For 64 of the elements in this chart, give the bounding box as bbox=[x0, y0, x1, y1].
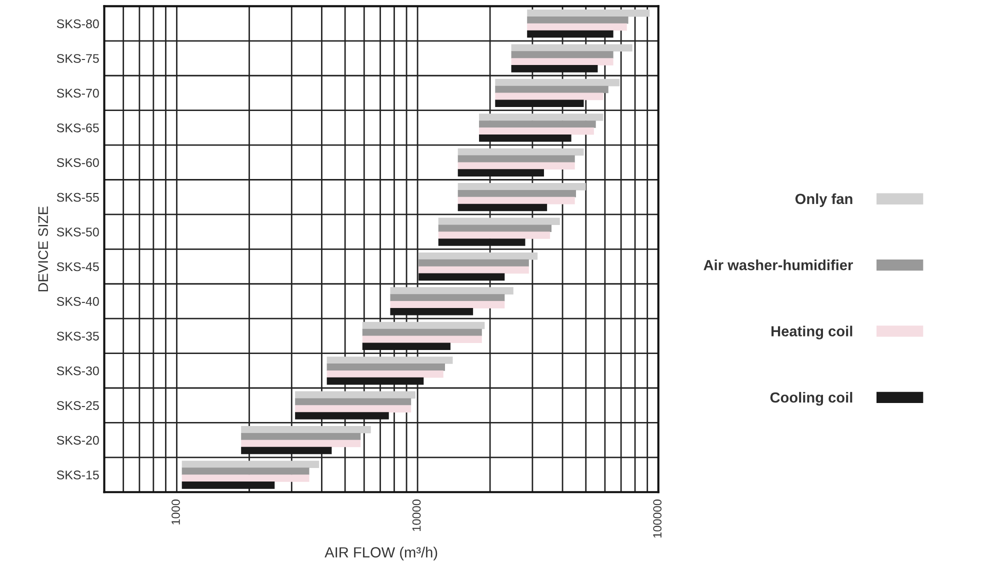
x-axis-title: AIR FLOW (m³/h) bbox=[324, 546, 438, 560]
bar bbox=[511, 58, 614, 66]
legend-label: Heating coil bbox=[772, 326, 852, 340]
bar bbox=[326, 370, 444, 378]
x-tick-label: 10000 bbox=[412, 500, 421, 531]
y-tick-label: SKS-65 bbox=[56, 123, 99, 132]
bar bbox=[418, 259, 529, 267]
y-tick-label: SKS-55 bbox=[56, 192, 99, 202]
bar bbox=[418, 252, 538, 260]
bar bbox=[241, 440, 361, 448]
bar bbox=[438, 218, 560, 226]
bar bbox=[458, 190, 576, 198]
y-tick-label: SKS-30 bbox=[56, 366, 99, 376]
bar bbox=[182, 460, 320, 468]
y-tick-label: SKS-50 bbox=[56, 228, 99, 236]
bar bbox=[390, 294, 505, 302]
bar bbox=[438, 232, 550, 239]
y-tick-label: SKS-70 bbox=[56, 88, 99, 98]
bar bbox=[458, 183, 586, 190]
bar bbox=[390, 301, 505, 308]
bar bbox=[458, 196, 575, 204]
bar bbox=[295, 405, 412, 412]
bar bbox=[458, 162, 575, 170]
y-tick-label: SKS-40 bbox=[56, 297, 99, 306]
bar bbox=[458, 148, 584, 156]
bar bbox=[438, 224, 552, 232]
bar bbox=[241, 432, 361, 440]
legend-label: Only fan bbox=[795, 193, 852, 207]
bar bbox=[495, 86, 608, 94]
bar bbox=[527, 10, 650, 17]
y-tick-label: SKS-60 bbox=[56, 158, 99, 168]
bar bbox=[362, 328, 482, 336]
bar bbox=[527, 23, 627, 31]
y-tick-label: SKS-45 bbox=[56, 262, 99, 272]
bar bbox=[326, 356, 453, 364]
bar bbox=[362, 336, 482, 344]
y-tick-label: SKS-15 bbox=[56, 470, 99, 480]
bar bbox=[495, 78, 620, 86]
bar bbox=[418, 266, 529, 274]
bar bbox=[527, 16, 628, 24]
y-tick-label: SKS-75 bbox=[56, 54, 99, 63]
legend-label: Air washer-humidifier bbox=[704, 260, 853, 270]
y-tick-label: SKS-20 bbox=[56, 436, 99, 445]
bar bbox=[479, 120, 596, 128]
bar bbox=[295, 391, 416, 399]
y-tick-label: SKS-35 bbox=[56, 332, 99, 341]
y-tick-label: SKS-80 bbox=[56, 19, 99, 28]
bar bbox=[390, 287, 514, 294]
bar bbox=[326, 364, 445, 371]
bar bbox=[295, 398, 412, 406]
legend-label: Cooling coil bbox=[770, 392, 852, 406]
y-axis-title: DEVICE SIZE bbox=[38, 206, 48, 292]
bar bbox=[479, 114, 604, 121]
bar bbox=[182, 474, 310, 482]
bar bbox=[241, 426, 371, 434]
bar bbox=[362, 322, 485, 330]
bar bbox=[511, 51, 614, 58]
y-tick-label: SKS-25 bbox=[56, 401, 99, 410]
bar bbox=[182, 468, 310, 475]
bar bbox=[495, 92, 604, 100]
bar bbox=[511, 44, 632, 52]
bar bbox=[479, 128, 594, 135]
x-tick-label: 1000 bbox=[172, 500, 180, 524]
x-tick-label: 100000 bbox=[653, 500, 662, 538]
